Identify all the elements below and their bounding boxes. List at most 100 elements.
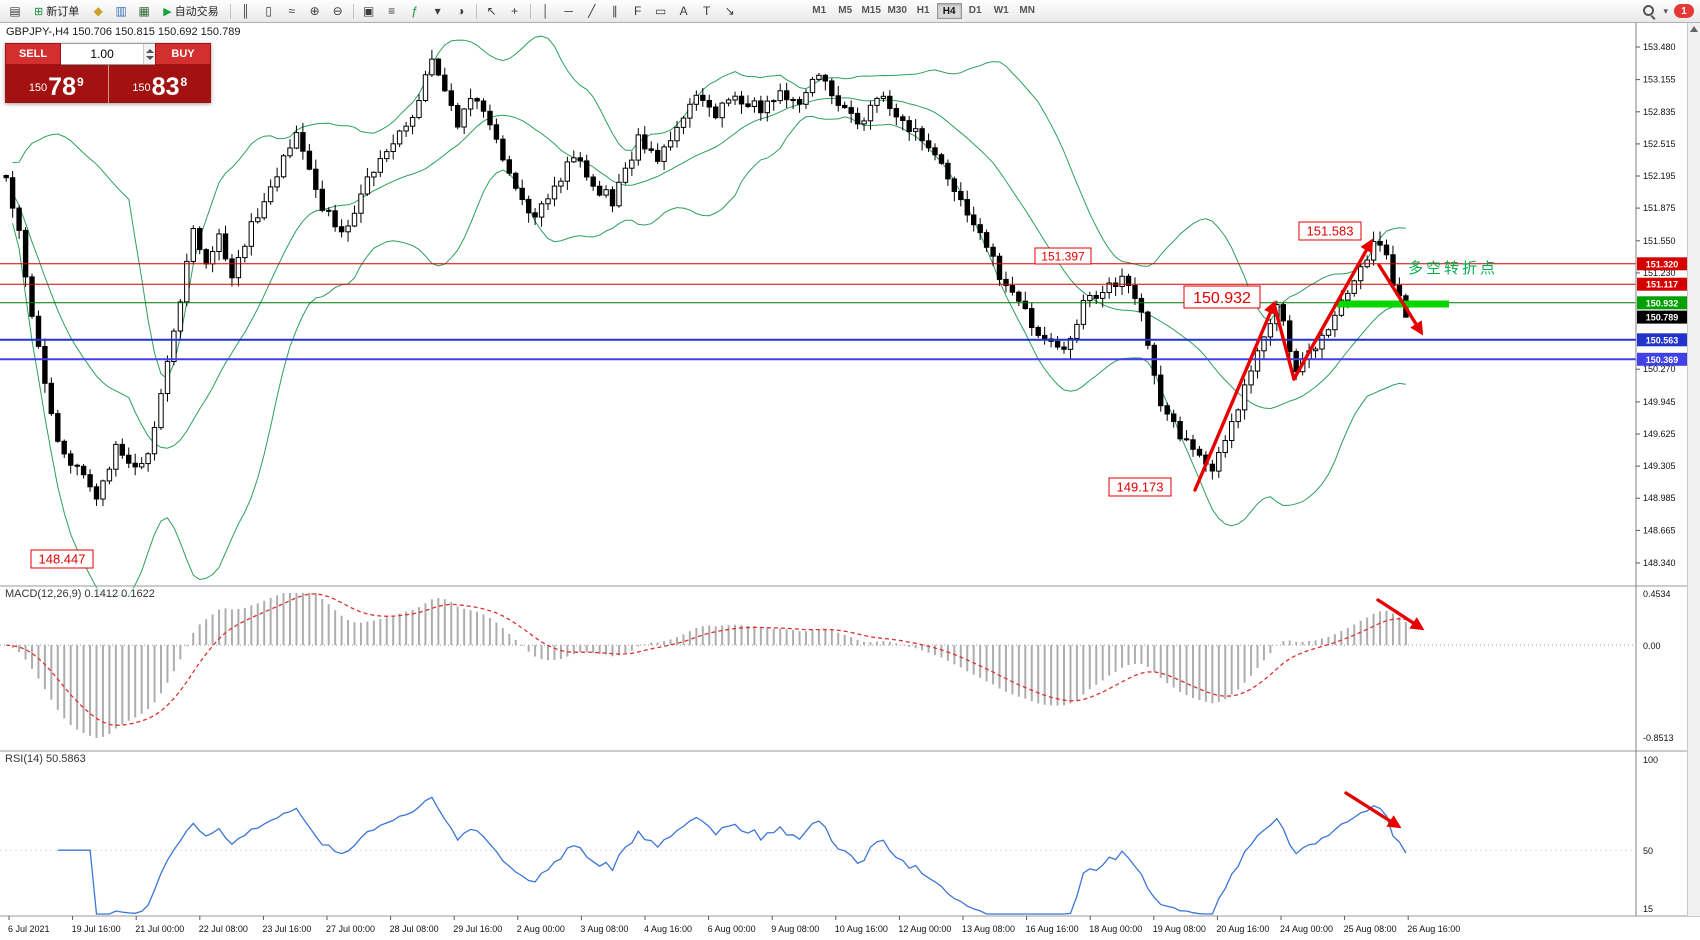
zoom-out-icon[interactable]: ⊖ [332,4,343,18]
cursor-icon[interactable]: ↖ [486,4,497,18]
data-window-icon[interactable]: ▥ [115,4,127,18]
terminal-icon[interactable]: ▦ [138,4,150,18]
candle [558,180,564,187]
candle [429,58,435,76]
profiles-icon[interactable]: ≡ [388,4,396,18]
buy-button[interactable]: BUY [155,43,211,65]
price-tag-label: 151.320 [1646,259,1679,269]
indicators-dropdown-icon[interactable]: ▾ [434,4,441,18]
price-label-box[interactable] [1034,247,1092,265]
rsi-arrow[interactable] [1344,791,1402,829]
candle [119,443,125,456]
candle [229,258,235,279]
turning-point-note[interactable]: 多空转折点 [1408,260,1498,277]
timeframe-w1-button[interactable]: W1 [993,5,1009,16]
chart-window-icon[interactable]: ▤ [9,4,21,18]
shapes-icon[interactable]: ▭ [655,4,667,18]
candle [796,99,803,105]
candle [448,90,455,107]
ask-price-button[interactable]: 150 83 8 [109,65,212,103]
candle [951,178,957,192]
equidistant-channel-icon[interactable]: ∥ [611,4,618,18]
candle [242,245,248,259]
candlestick-chart-icon[interactable]: ▯ [265,4,272,18]
price-chart[interactable]: 153.480 153.155 152.835 152.515 152.195 151.8… [0,23,1700,940]
indicators-icon[interactable]: ƒ [411,4,419,18]
timeframe-m5-button[interactable]: M5 [838,5,853,16]
candle [790,99,796,101]
candle [642,134,648,150]
search-icon[interactable] [1642,4,1657,19]
volume-increase-icon[interactable] [145,48,154,53]
price-label-box[interactable] [30,549,94,569]
tile-windows-icon[interactable]: ▣ [363,4,375,18]
vertical-line-icon[interactable]: │ [541,4,550,18]
volume-field [61,43,155,65]
templates-icon[interactable]: ◑ [457,4,465,18]
zoom-in-icon[interactable]: ⊕ [309,4,320,18]
horizontal-line-icon[interactable]: ─ [564,4,573,18]
candle [1183,438,1190,441]
fibonacci-icon[interactable]: F [634,4,642,18]
notification-badge[interactable]: 1 [1674,4,1694,18]
search-dropdown-icon[interactable]: ▾ [1663,5,1668,16]
candle [267,186,274,203]
candle [42,346,48,384]
candle [777,90,783,102]
vertical-scrollbar[interactable] [1687,23,1700,916]
timeframe-h4-button[interactable]: H4 [936,3,962,19]
chart-area[interactable]: 153.480 153.155 152.835 152.515 152.195 151.8… [0,23,1700,940]
trend-arrow[interactable] [1377,263,1424,336]
candle [222,233,229,260]
volume-input[interactable] [61,44,144,64]
time-axis-label: 6 Aug 00:00 [708,924,756,934]
timeframe-m1-button[interactable]: M1 [812,5,827,16]
price-label-text: 151.397 [1041,249,1085,263]
candle [932,147,938,156]
candle [48,382,54,415]
label-icon[interactable]: T [703,4,711,18]
candle [80,465,87,476]
candle [100,480,106,500]
timeframe-m30-button[interactable]: M30 [887,5,907,16]
trendline-icon[interactable]: ╱ [588,4,596,18]
scroll-up-icon[interactable] [1690,26,1698,32]
sell-button[interactable]: SELL [5,43,61,65]
timeframe-d1-button[interactable]: D1 [968,5,982,16]
bid-price-button[interactable]: 150 78 9 [5,65,109,103]
price-label-box[interactable] [1108,477,1172,497]
macd-arrow[interactable] [1376,598,1425,631]
timeframe-h1-button[interactable]: H1 [916,5,930,16]
autotrading-button[interactable]: ▶ 自动交易 [156,2,225,20]
rsi-axis-label: 50 [1643,846,1653,856]
crosshair-icon[interactable]: + [511,4,519,18]
candle [1370,241,1377,261]
trend-arrow[interactable] [1292,238,1373,381]
time-axis-label: 25 Aug 08:00 [1344,924,1397,934]
timeframe-mn-button[interactable]: MN [1019,5,1035,16]
candle [487,110,493,126]
candle [1138,297,1145,313]
bar-chart-icon[interactable]: ║ [241,4,250,18]
text-icon[interactable]: A [679,4,688,18]
rsi-indicator-label: RSI(14) 50.5863 [5,753,86,765]
macd-axis-label: 0.00 [1643,641,1661,651]
price-label-box[interactable] [1298,221,1362,241]
arrows-icon[interactable]: ↘ [724,4,735,18]
timeframe-m15-button[interactable]: M15 [861,5,881,16]
candle [338,226,345,233]
candle [1054,340,1061,348]
new-order-button[interactable]: ⊞ 新订单 [27,2,86,20]
market-watch-icon[interactable]: ◆ [93,4,103,18]
candle [1080,300,1087,325]
turning-point-segment[interactable] [1337,300,1449,308]
volume-decrease-icon[interactable] [145,55,154,60]
trend-arrow[interactable] [1272,302,1296,381]
candle [280,155,287,178]
candle [526,198,532,214]
candle [784,90,790,101]
price-label-box[interactable] [1183,285,1261,309]
trend-arrow[interactable] [1193,300,1277,492]
line-chart-icon[interactable]: ≈ [288,4,295,18]
candle [680,117,687,128]
